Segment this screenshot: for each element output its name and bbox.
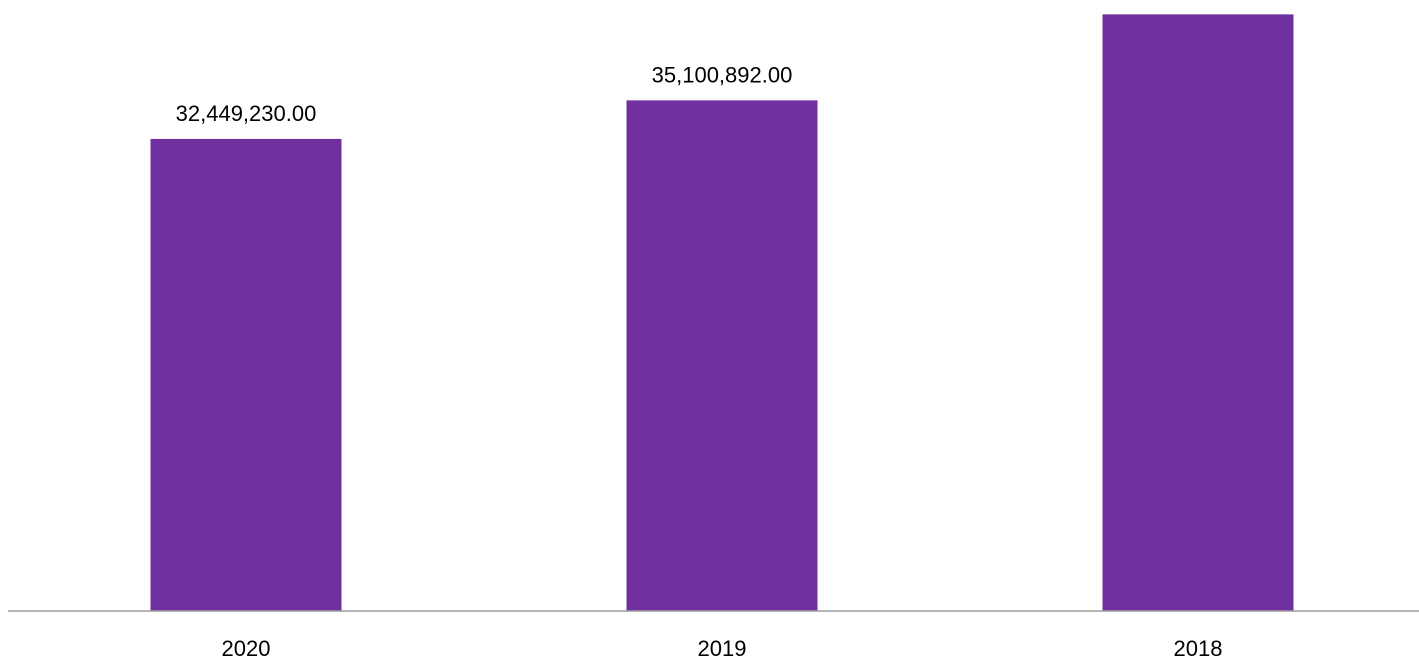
x-tick-label-2018: 2018 xyxy=(1174,636,1223,661)
x-tick-labels-group: 2020 2019 2018 xyxy=(222,636,1223,661)
data-label-2018: 41,011,731.00 xyxy=(1128,0,1267,1)
x-tick-label-2019: 2019 xyxy=(698,636,747,661)
x-tick-label-2020: 2020 xyxy=(222,636,271,661)
bar-2018 xyxy=(1102,14,1294,612)
data-label-2020: 32,449,230.00 xyxy=(176,101,317,126)
bars-group xyxy=(150,14,1294,612)
bar-2020 xyxy=(150,138,342,611)
bar-2019 xyxy=(626,100,818,611)
data-labels-group: 32,449,230.00 35,100,892.00 41,011,731.00 xyxy=(176,0,1268,126)
data-label-2019: 35,100,892.00 xyxy=(652,62,793,87)
